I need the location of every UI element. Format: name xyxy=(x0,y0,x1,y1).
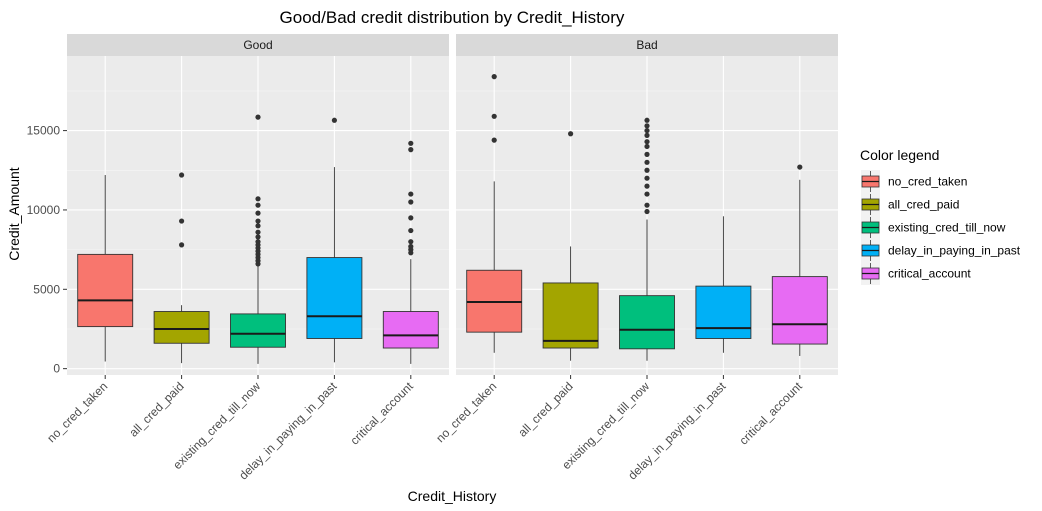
box-body xyxy=(382,311,439,349)
box-existing_cred_till_now xyxy=(230,114,286,364)
outlier-point xyxy=(568,131,574,137)
box-delay_in_paying_in_past xyxy=(306,117,363,363)
y-tick-label: 15000 xyxy=(27,124,61,138)
legend: Color legend no_cred_taken all_cred_paide… xyxy=(860,147,1021,285)
box-no_cred_taken xyxy=(466,74,523,353)
outlier-point xyxy=(644,202,650,208)
box-body xyxy=(542,282,599,349)
y-tick-label: 5000 xyxy=(33,282,60,296)
legend-item-all_cred_paid: all_cred_paid xyxy=(861,193,959,216)
facet-strip xyxy=(456,34,838,56)
box-body xyxy=(306,257,363,339)
legend-label: critical_account xyxy=(888,267,971,281)
outlier-point xyxy=(408,199,414,205)
x-axis-title: Credit_History xyxy=(408,488,497,504)
legend-item-delay_in_paying_in_past: delay_in_paying_in_past xyxy=(861,239,1021,262)
outlier-point xyxy=(491,113,497,119)
outlier-point xyxy=(408,140,414,146)
outlier-point xyxy=(255,223,261,229)
facet-strip-label: Good xyxy=(243,38,272,52)
outlier-point xyxy=(408,243,414,250)
box-body xyxy=(153,311,210,344)
outlier-point xyxy=(644,151,650,157)
outlier-point xyxy=(255,239,261,245)
x-tick-label: critical_account xyxy=(737,379,806,448)
legend-item-existing_cred_till_now: existing_cred_till_now xyxy=(861,216,1006,239)
box-all_cred_paid xyxy=(542,131,599,361)
outlier-point xyxy=(491,74,497,80)
outlier-point xyxy=(644,167,650,173)
box-body xyxy=(619,295,675,350)
outlier-point xyxy=(644,208,650,215)
y-axis: 0 5000 10000 15000 xyxy=(27,124,67,376)
x-tick-label: all_cred_paid xyxy=(515,379,575,439)
y-tick-label: 10000 xyxy=(27,203,61,217)
outlier-point xyxy=(644,117,650,123)
x-tick-label: no_cred_taken xyxy=(433,379,499,445)
outlier-point xyxy=(644,159,650,165)
legend-title: Color legend xyxy=(860,147,939,163)
box-body xyxy=(695,285,752,339)
legend-item-no_cred_taken: no_cred_taken xyxy=(861,170,967,193)
legend-label: existing_cred_till_now xyxy=(888,221,1006,235)
box-body xyxy=(771,276,828,345)
outlier-point xyxy=(408,191,414,197)
outlier-point xyxy=(797,164,803,170)
outlier-point xyxy=(644,183,650,189)
outlier-point xyxy=(255,218,261,224)
outlier-point xyxy=(644,143,650,150)
outlier-point xyxy=(408,147,414,153)
facet-strip xyxy=(67,34,449,56)
box-body xyxy=(77,253,134,328)
box-delay_in_paying_in_past xyxy=(695,216,752,353)
x-tick-label: critical_account xyxy=(348,379,417,448)
legend-label: no_cred_taken xyxy=(888,175,967,189)
chart-title: Good/Bad credit distribution by Credit_H… xyxy=(280,8,625,27)
box-existing_cred_till_now xyxy=(619,117,675,361)
y-tick-label: 0 xyxy=(53,362,60,376)
outlier-point xyxy=(255,114,261,120)
legend-item-critical_account: critical_account xyxy=(861,262,971,285)
box-no_cred_taken xyxy=(77,175,134,362)
outlier-point xyxy=(179,242,185,248)
outlier-point xyxy=(255,210,261,216)
outlier-point xyxy=(255,229,261,235)
box-body xyxy=(230,313,286,348)
outlier-point xyxy=(255,234,261,240)
outlier-point xyxy=(408,227,414,234)
outlier-point xyxy=(644,132,650,138)
legend-label: all_cred_paid xyxy=(888,198,959,212)
outlier-point xyxy=(331,117,337,123)
legend-label: delay_in_paying_in_past xyxy=(888,244,1021,258)
box-all_cred_paid xyxy=(153,172,210,364)
x-tick-label: no_cred_taken xyxy=(44,379,110,445)
outlier-point xyxy=(644,123,650,129)
outlier-point xyxy=(255,196,261,202)
outlier-point xyxy=(179,172,185,178)
outlier-point xyxy=(644,191,650,197)
outlier-point xyxy=(408,239,414,245)
y-axis-title: Credit_Amount xyxy=(6,167,22,260)
x-tick-label: all_cred_paid xyxy=(126,379,186,439)
outlier-point xyxy=(644,139,650,145)
outlier-point xyxy=(179,218,185,224)
outlier-point xyxy=(255,202,261,208)
outlier-point xyxy=(408,215,414,221)
facet-strip-label: Bad xyxy=(636,38,657,52)
outlier-point xyxy=(644,175,650,181)
outlier-point xyxy=(644,127,650,134)
box-critical_account xyxy=(771,164,828,356)
outlier-point xyxy=(491,137,497,143)
box-critical_account xyxy=(382,140,439,364)
